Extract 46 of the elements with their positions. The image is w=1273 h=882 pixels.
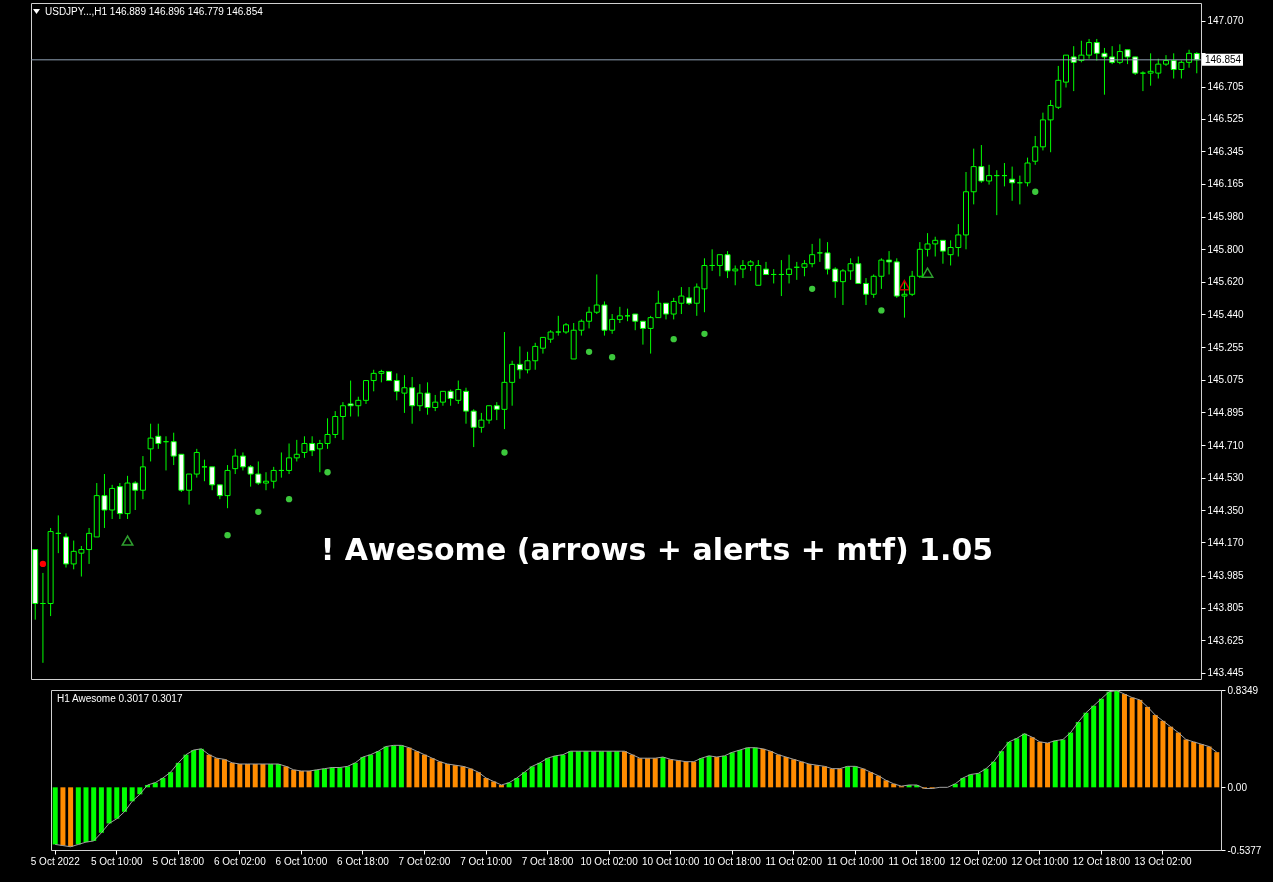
y-tick-label: 145.620	[1207, 276, 1245, 288]
y-tick-label: 143.805	[1207, 602, 1245, 614]
x-tick-label: 13 Oct 02:00	[1134, 855, 1192, 867]
chart-title: USDJPY...,H1 146.889 146.896 146.779 146.854	[45, 6, 264, 17]
y-tick-label: 143.985	[1207, 570, 1245, 582]
y-tick-label: -0.5377	[1227, 844, 1262, 856]
x-tick-label: 11 Oct 10:00	[826, 855, 884, 867]
x-tick-label: 7 Oct 10:00	[460, 855, 513, 867]
y-tick-label: 144.895	[1207, 406, 1245, 418]
x-tick-label: 7 Oct 02:00	[398, 855, 451, 867]
y-tick-label: 0.8349	[1227, 684, 1259, 696]
x-tick-label: 5 Oct 2022	[30, 855, 81, 867]
y-tick-label: 146.705	[1207, 81, 1245, 93]
y-tick-label: 145.440	[1207, 308, 1245, 320]
y-tick-label: 146.165	[1207, 178, 1245, 190]
y-tick-label: 145.075	[1207, 374, 1245, 386]
y-tick-label: 147.070	[1207, 15, 1245, 27]
ref-line-label: 146.854	[1205, 53, 1242, 65]
x-tick-label: 5 Oct 18:00	[152, 855, 205, 867]
y-tick-label: 146.345	[1207, 145, 1245, 157]
y-tick-label: 144.170	[1207, 536, 1245, 548]
y-tick-label: 143.445	[1207, 667, 1245, 679]
x-tick-label: 12 Oct 02:00	[949, 855, 1008, 867]
y-tick-label: 145.255	[1207, 341, 1245, 353]
x-tick-label: 10 Oct 18:00	[703, 855, 762, 867]
x-tick-label: 10 Oct 02:00	[580, 855, 639, 867]
chart-title: H1 Awesome 0.3017 0.3017	[57, 693, 183, 704]
y-tick-label: 144.350	[1207, 504, 1245, 516]
x-tick-label: 6 Oct 18:00	[337, 855, 390, 867]
x-tick-label: 12 Oct 18:00	[1072, 855, 1131, 867]
y-tick-label: 143.625	[1207, 634, 1245, 646]
y-tick-label: 145.980	[1207, 211, 1245, 223]
y-tick-label: 145.800	[1207, 243, 1245, 255]
y-tick-label: 146.525	[1207, 113, 1245, 125]
x-tick-label: 11 Oct 02:00	[765, 855, 823, 867]
x-tick-label: 10 Oct 10:00	[641, 855, 700, 867]
annotation: ! Awesome (arrows + alerts + mtf) 1.05	[320, 531, 994, 567]
x-tick-label: 6 Oct 10:00	[275, 855, 328, 867]
x-tick-label: 5 Oct 10:00	[90, 855, 144, 867]
y-tick-label: 144.710	[1207, 439, 1245, 451]
x-tick-label: 12 Oct 10:00	[1011, 855, 1069, 867]
y-tick-label: 0.00	[1227, 781, 1248, 793]
x-tick-label: 11 Oct 18:00	[888, 855, 946, 867]
y-tick-label: 144.530	[1207, 472, 1245, 484]
x-tick-label: 6 Oct 02:00	[213, 855, 267, 867]
x-tick-label: 7 Oct 18:00	[521, 855, 574, 867]
